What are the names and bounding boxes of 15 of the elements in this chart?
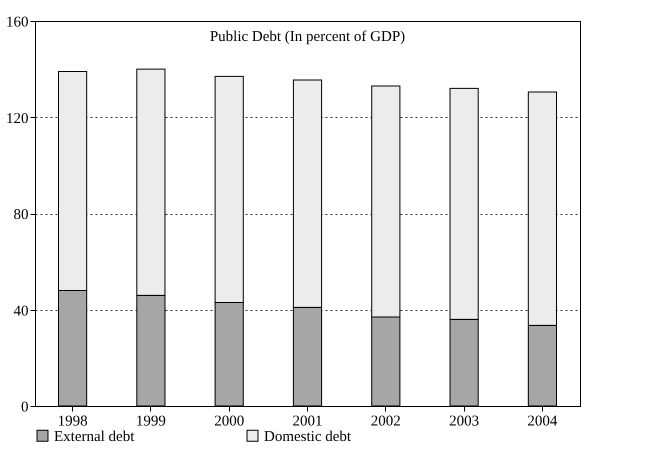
- legend-label: Domestic debt: [264, 428, 352, 445]
- y-tick-label: 40: [14, 303, 28, 320]
- x-tick-label: 1998: [58, 414, 88, 430]
- y-tick-label: 160: [6, 14, 28, 30]
- y-tick-label: 0: [21, 400, 28, 416]
- y-tick-label: 80: [14, 207, 28, 223]
- x-tick-label: 2000: [214, 414, 244, 430]
- legend-label: External debt: [54, 428, 136, 445]
- text: Public Debt (In percent of GDP): [210, 29, 406, 45]
- x-tick-label: 2004: [527, 414, 558, 430]
- x-tick-label: 2003: [449, 414, 480, 430]
- x-tick-label: 1999: [136, 414, 166, 430]
- x-tick-label: 2002: [370, 414, 401, 430]
- y-tick-label: 120: [6, 110, 28, 127]
- x-tick-label: 2001: [292, 414, 322, 430]
